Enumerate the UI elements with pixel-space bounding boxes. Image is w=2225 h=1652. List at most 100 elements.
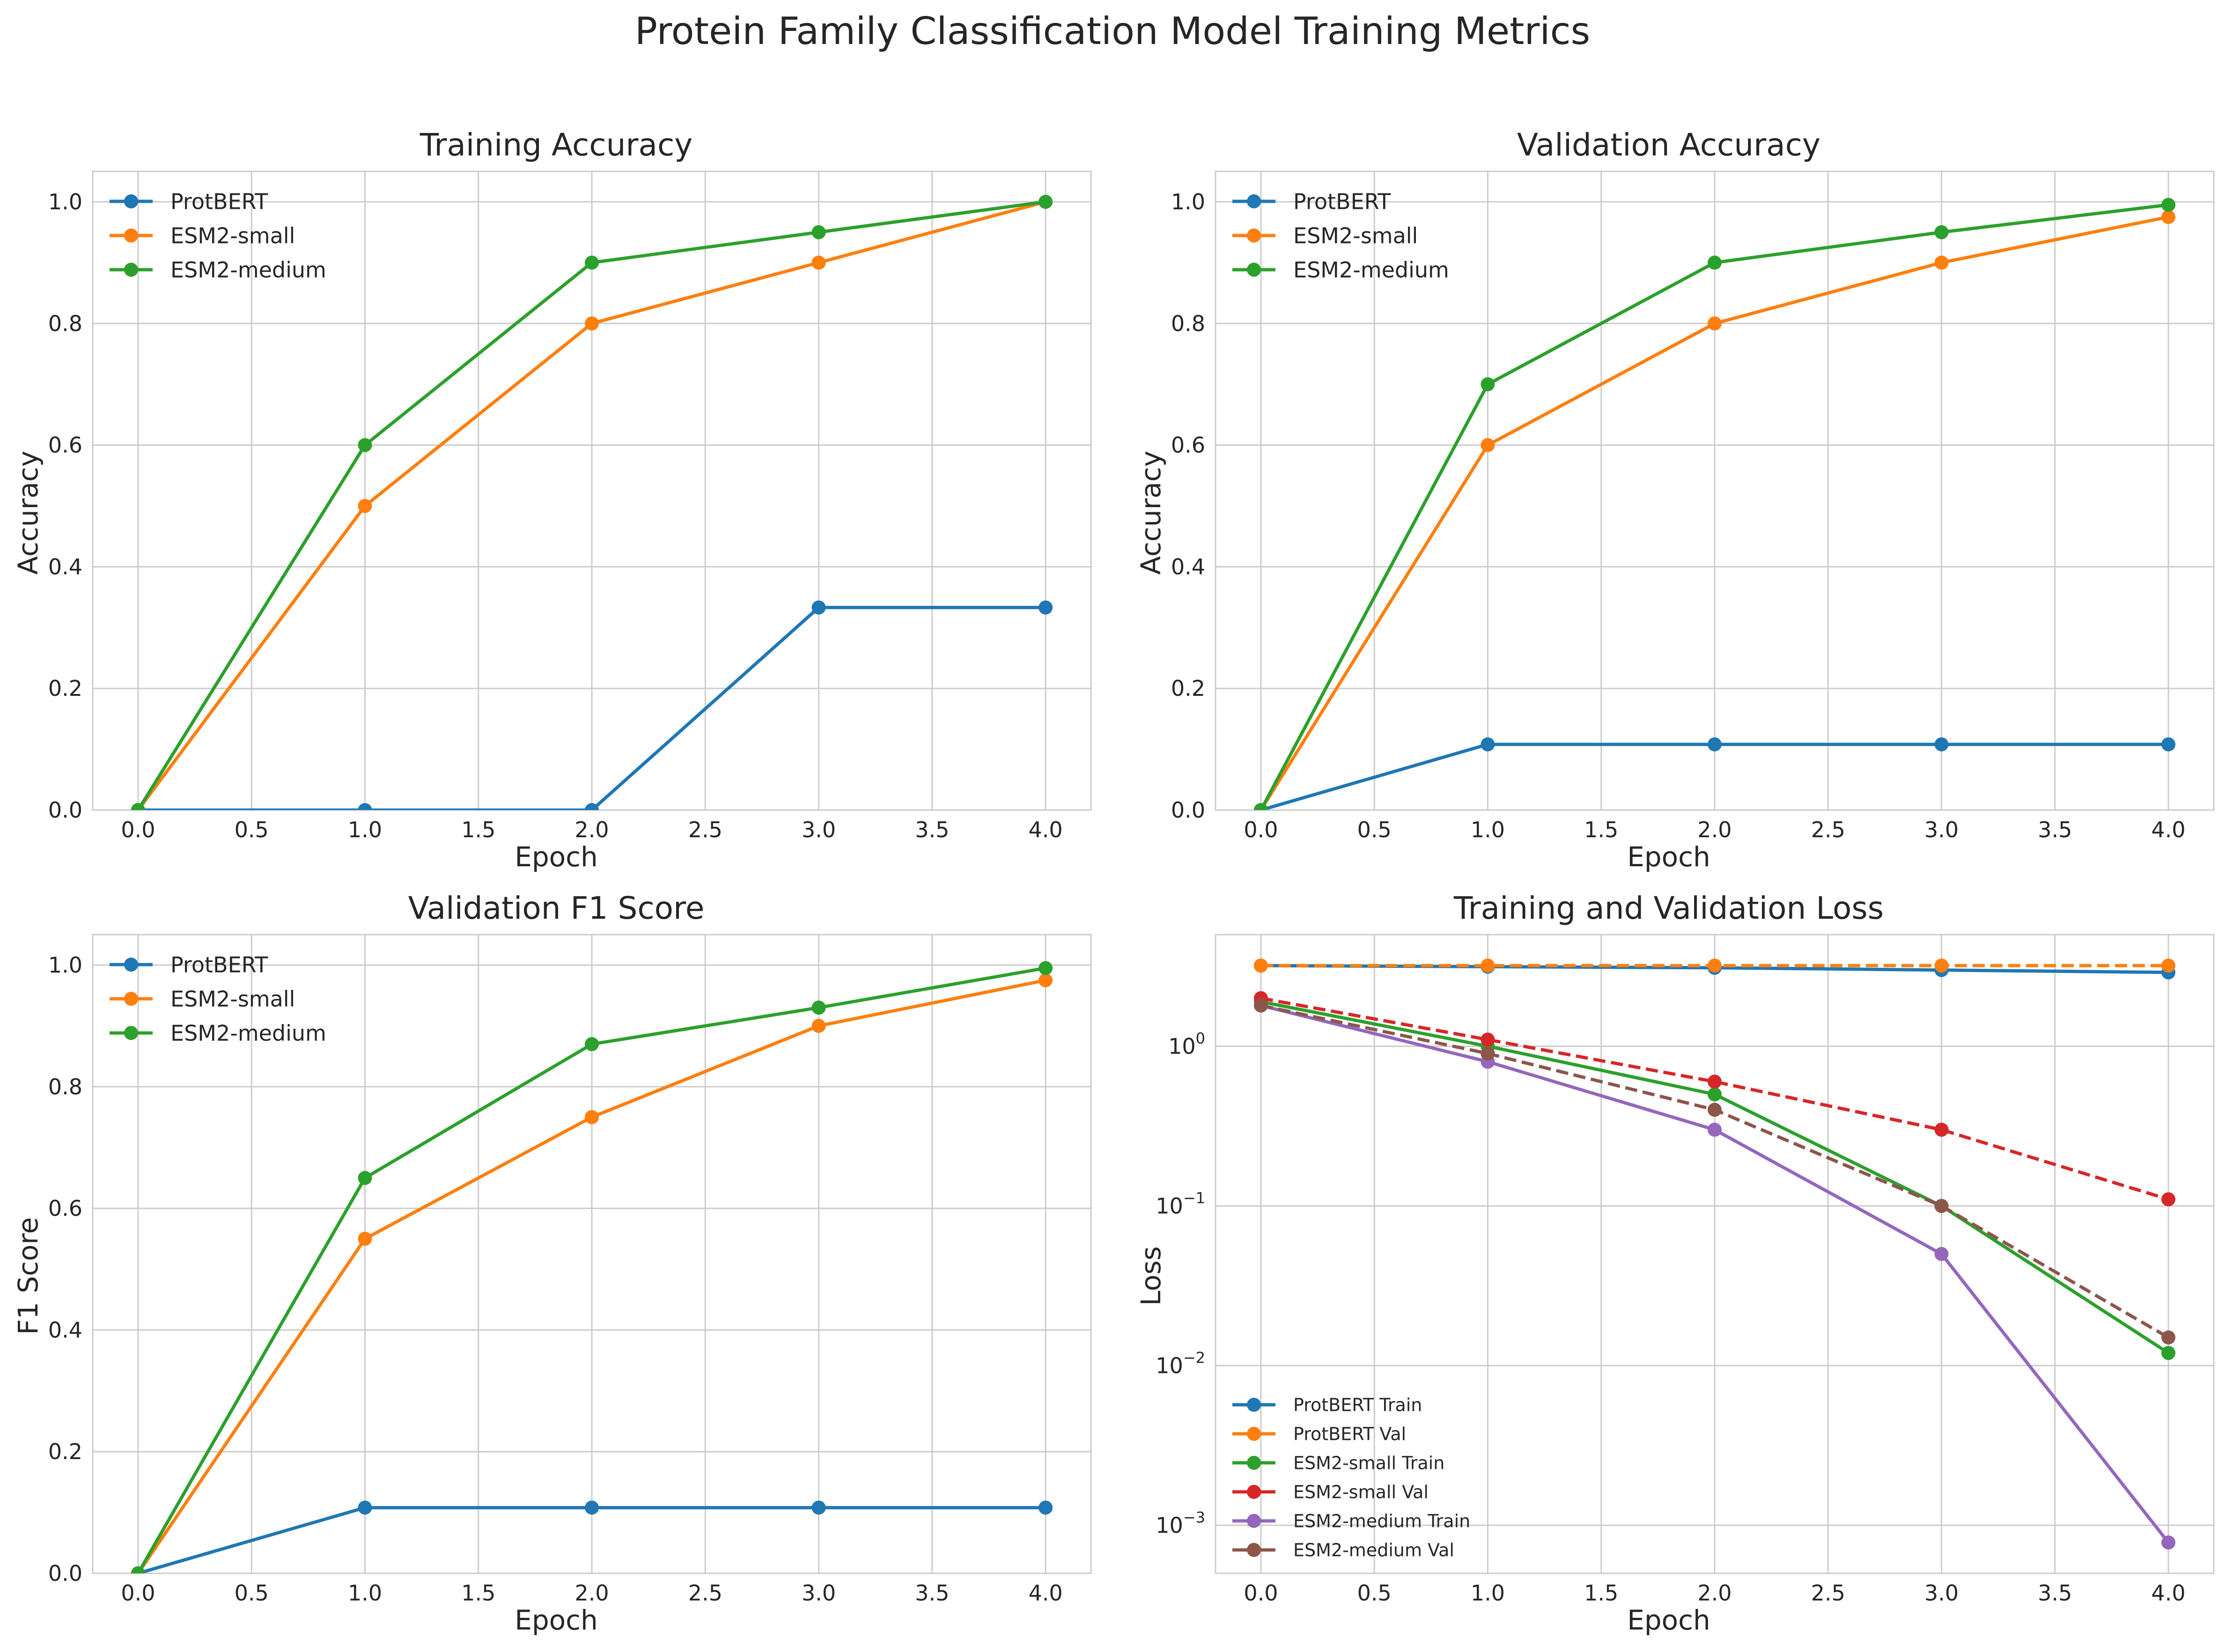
x-axis-label: Epoch — [1627, 841, 1710, 873]
data-point — [2161, 198, 2176, 212]
legend-label: ProtBERT — [170, 952, 268, 978]
x-tick-label: 3.5 — [915, 817, 949, 842]
data-point — [811, 1018, 826, 1033]
panel-validation-accuracy: Validation Accuracy Epoch Accuracy 0.0 0.… — [1112, 126, 2225, 894]
y-tick-label: 100 — [1168, 1029, 1205, 1059]
y-tick-label: 1.0 — [48, 952, 82, 978]
y-tick-label: 0.0 — [48, 797, 82, 823]
y-tick-label: 0.0 — [1171, 797, 1205, 823]
x-tick-label: 1.5 — [1584, 1580, 1618, 1606]
y-tick-label: 0.0 — [48, 1561, 82, 1586]
x-tick-label: 3.5 — [2038, 1580, 2072, 1606]
data-point — [358, 438, 372, 452]
data-point — [1039, 973, 1053, 988]
data-point — [1708, 1122, 1722, 1137]
plot-frame — [1215, 170, 2215, 811]
data-point — [811, 1500, 826, 1515]
legend-marker — [124, 992, 138, 1006]
x-tick-label: 2.0 — [575, 817, 609, 842]
data-point — [1708, 1087, 1722, 1101]
x-tick-label: 3.5 — [2038, 817, 2072, 842]
data-point — [2161, 959, 2176, 973]
panel-title: Training Accuracy — [420, 127, 693, 163]
panel-title: Training and Validation Loss — [1453, 890, 1884, 926]
data-point — [1708, 959, 1722, 973]
y-tick-label: 0.2 — [48, 676, 82, 701]
legend: ProtBERT ESM2-small ESM2-medium — [1232, 189, 1449, 283]
legend-marker — [1247, 1543, 1261, 1557]
x-tick-label: 4.0 — [2151, 1580, 2186, 1606]
data-point — [585, 1110, 599, 1124]
legend-marker — [124, 229, 138, 243]
x-tick-label: 0.5 — [235, 817, 269, 842]
y-tick-label: 0.6 — [48, 433, 82, 458]
data-point — [1481, 959, 1495, 973]
figure-title: Protein Family Classification Model Trai… — [634, 9, 1591, 53]
legend-marker — [124, 194, 138, 208]
series-line — [138, 605, 1046, 810]
data-point — [358, 1171, 372, 1185]
plot-loss: 0.0 0.5 1.0 1.5 2.0 2.5 3.0 3.5 4.0 100 10−1 10−2 10… — [1156, 934, 2215, 1606]
data-point — [358, 1232, 372, 1246]
legend-marker — [1247, 1398, 1261, 1412]
data-point — [1934, 255, 1949, 270]
y-tick-label: 0.8 — [48, 311, 82, 336]
legend-label: ProtBERT — [1293, 189, 1391, 214]
legend-marker — [1247, 1427, 1261, 1441]
data-point — [1934, 225, 1949, 239]
data-point — [1708, 737, 1722, 752]
legend-label: ProtBERT — [170, 189, 268, 214]
data-point — [2161, 737, 2176, 752]
data-point — [131, 1566, 145, 1573]
data-point — [1039, 1500, 1053, 1515]
data-point — [1934, 959, 1949, 973]
data-point — [1481, 1032, 1495, 1047]
legend-label: ProtBERT Val — [1293, 1424, 1406, 1445]
legend-label: ESM2-small — [170, 223, 295, 249]
data-point — [585, 255, 599, 270]
legend-marker — [1247, 1456, 1261, 1470]
legend-label: ProtBERT Train — [1293, 1395, 1422, 1416]
data-point — [2161, 1535, 2176, 1550]
x-tick-label: 1.0 — [348, 1580, 382, 1606]
x-tick-label: 1.0 — [1471, 1580, 1505, 1606]
data-point — [1708, 255, 1722, 270]
x-tick-label: 4.0 — [1029, 817, 1063, 842]
panel-title: Validation F1 Score — [408, 890, 705, 926]
panel-loss: Training and Validation Loss Epoch Loss … — [1112, 890, 2225, 1652]
legend-marker — [1247, 194, 1261, 208]
data-point — [1934, 1122, 1949, 1137]
data-point — [358, 803, 372, 810]
data-point — [2161, 210, 2176, 224]
data-point — [811, 255, 826, 270]
legend-marker — [124, 263, 138, 277]
x-tick-label: 2.0 — [1697, 817, 1731, 842]
data-point — [1708, 1074, 1722, 1089]
data-point — [358, 499, 372, 513]
plot-validation-accuracy: 0.0 0.5 1.0 1.5 2.0 2.5 3.0 3.5 4.0 0.0 0.2 0.4 0.6 0… — [1171, 170, 2215, 842]
x-tick-label: 2.5 — [688, 1580, 722, 1606]
legend-marker — [1247, 1514, 1261, 1528]
data-point — [1253, 998, 1268, 1013]
x-tick-label: 2.5 — [1811, 817, 1845, 842]
data-point — [1039, 961, 1053, 975]
legend-label: ESM2-medium — [1293, 258, 1449, 283]
data-point — [585, 1037, 599, 1051]
x-tick-label: 0.5 — [235, 1580, 269, 1606]
data-point — [585, 1500, 599, 1515]
y-tick-label: 0.6 — [48, 1196, 82, 1221]
y-tick-label: 0.6 — [1171, 433, 1205, 458]
data-point — [2161, 1192, 2176, 1207]
y-tick-label: 0.4 — [48, 554, 82, 579]
legend-label: ESM2-medium Val — [1293, 1540, 1454, 1561]
y-tick-label: 0.8 — [1171, 311, 1205, 336]
y-tick-label: 0.2 — [1171, 676, 1205, 701]
x-tick-label: 0.0 — [121, 1580, 155, 1606]
x-tick-label: 3.0 — [1924, 817, 1959, 842]
x-tick-label: 2.0 — [1697, 1580, 1731, 1606]
data-point — [2161, 1346, 2176, 1360]
panel-training-accuracy: Training Accuracy Epoch Accuracy 0.0 0.5 1… — [0, 126, 1112, 894]
data-point — [1934, 1199, 1949, 1213]
legend-label: ESM2-small Train — [1293, 1453, 1444, 1474]
x-tick-label: 1.0 — [1471, 817, 1505, 842]
